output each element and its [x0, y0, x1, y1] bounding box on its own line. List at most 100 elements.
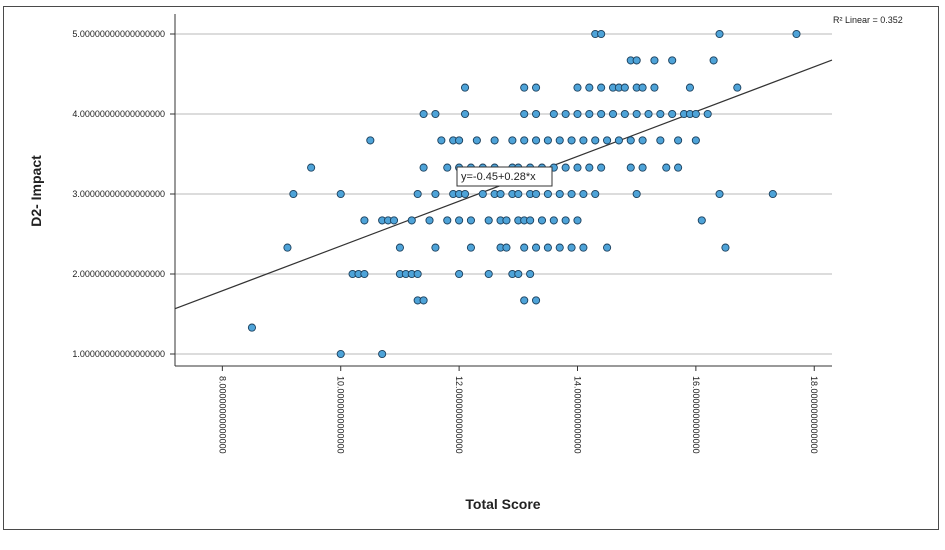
data-point [484, 216, 493, 225]
data-point [366, 136, 375, 145]
data-point [336, 349, 345, 359]
data-point [561, 109, 570, 119]
data-point [573, 109, 582, 119]
chart-frame [3, 6, 939, 530]
data-point [573, 83, 582, 92]
data-point [419, 163, 428, 172]
data-point [656, 136, 665, 145]
data-point [520, 243, 529, 252]
data-point [520, 83, 529, 92]
data-point [543, 136, 552, 145]
data-point [549, 109, 558, 119]
data-point [532, 296, 541, 305]
data-point [520, 109, 529, 119]
data-point [419, 109, 428, 119]
data-point [691, 136, 700, 145]
data-point [532, 83, 541, 92]
y-tick-label: 2.00000000000000000 [72, 269, 165, 279]
data-point [407, 216, 416, 225]
data-point [632, 189, 641, 199]
labels: Total Score D2- Impact R² Linear = 0.352… [28, 15, 903, 512]
x-tick-label: 14.0000000000000 [572, 376, 582, 454]
data-point [419, 296, 428, 305]
data-point [626, 136, 635, 145]
data-point [608, 109, 618, 119]
data-point [425, 216, 434, 225]
data-point [626, 163, 635, 172]
data-point [597, 163, 606, 172]
x-tick-label: 16.0000000000000 [691, 376, 701, 454]
data-point [691, 109, 700, 119]
x-tick-label: 18.0000000000000 [809, 376, 819, 454]
data-point [496, 189, 505, 199]
data-point [431, 189, 440, 199]
y-tick-label: 1.00000000000000000 [72, 349, 165, 359]
equation-box [456, 166, 553, 187]
data-point [638, 136, 647, 145]
data-point [526, 216, 535, 225]
data-point [561, 163, 570, 172]
y-tick-label: 5.00000000000000000 [72, 29, 165, 39]
data-point [532, 243, 541, 252]
data-point [555, 189, 564, 199]
data-point [502, 216, 511, 225]
data-point [549, 216, 558, 225]
data-point [591, 136, 600, 145]
data-point [715, 29, 724, 39]
data-point [460, 83, 470, 92]
data-point [431, 243, 440, 252]
x-tick-label: 12.0000000000000 [454, 376, 464, 454]
data-point [555, 243, 564, 252]
y-tick-label: 3.00000000000000000 [72, 189, 165, 199]
data-point [644, 109, 653, 119]
data-point [502, 243, 511, 252]
data-point [484, 269, 493, 279]
data-point [650, 83, 659, 92]
data-point [532, 136, 541, 145]
data-point [567, 243, 576, 252]
data-point [561, 216, 570, 225]
data-point [555, 136, 564, 145]
data-point [638, 83, 647, 92]
data-point [520, 136, 529, 145]
data-point [460, 189, 470, 199]
data-point [289, 189, 298, 199]
data-point [395, 243, 404, 252]
data-point [472, 136, 481, 145]
data-point [632, 109, 641, 119]
data-point [413, 269, 422, 279]
data-point [360, 216, 369, 225]
x-axis-title: Total Score [465, 496, 540, 512]
data-point [632, 56, 641, 65]
data-point [685, 83, 694, 92]
data-point [703, 109, 712, 119]
equation-label: y=-0.45+0.28*x [461, 171, 536, 183]
data-point [674, 136, 683, 145]
data-point [715, 189, 724, 199]
data-point [597, 29, 606, 39]
data-point [662, 163, 671, 172]
axes: 1.00000000000000000 2.00000000000000000 3.… [72, 14, 832, 454]
data-point [360, 269, 369, 279]
data-point [532, 109, 541, 119]
data-point [543, 243, 552, 252]
data-point [674, 163, 683, 172]
data-point [460, 109, 470, 119]
data-point [455, 216, 464, 225]
data-point [514, 269, 523, 279]
data-point [603, 243, 612, 252]
data-point [537, 216, 547, 225]
data-point [514, 189, 523, 199]
data-point [579, 189, 588, 199]
data-point [585, 83, 594, 92]
data-point [573, 216, 582, 225]
data-point [597, 109, 606, 119]
data-point [283, 243, 292, 252]
data-point [437, 136, 446, 145]
data-point [585, 163, 594, 172]
data-point [733, 83, 742, 92]
data-point [526, 269, 535, 279]
data-point [573, 163, 582, 172]
data-point [697, 216, 706, 225]
